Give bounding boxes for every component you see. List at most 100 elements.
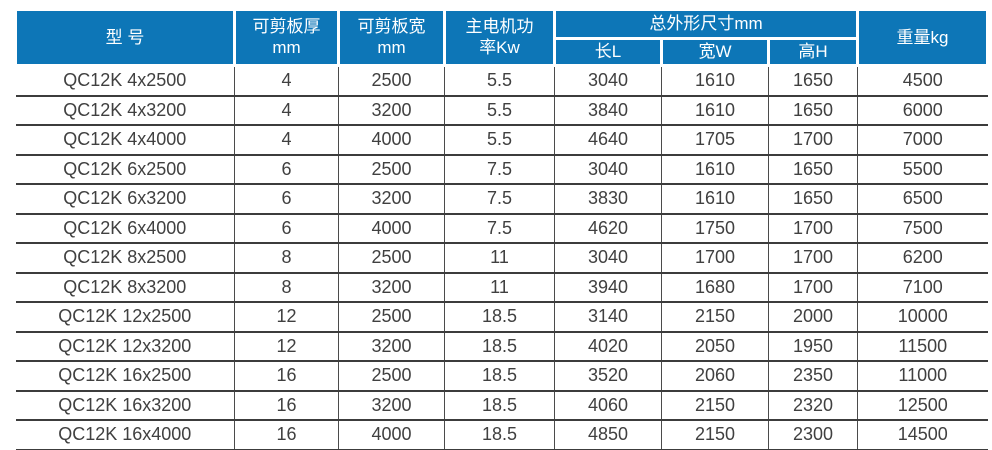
cell-dim-height: 1650 <box>767 65 858 97</box>
cell-dim-length: 3520 <box>554 361 662 392</box>
table-row: QC12K 6x2500 6 2500 7.5 3040 1610 1650 5500 <box>15 154 988 186</box>
cell-shear-width-mm: 4000 <box>338 420 445 450</box>
cell-weight-kg: 5500 <box>857 154 988 186</box>
cell-weight-kg: 6200 <box>857 243 988 274</box>
cell-motor-power-kw: 18.5 <box>444 361 555 392</box>
header-overall-dimensions: 总外形尺寸mm <box>552 8 860 40</box>
cell-dim-height: 1650 <box>767 154 858 186</box>
cell-dim-length: 3040 <box>554 243 662 274</box>
cell-dim-width: 2060 <box>661 361 769 392</box>
cell-motor-power-kw: 5.5 <box>444 65 555 97</box>
cell-weight-kg: 7000 <box>857 125 988 156</box>
cell-dim-width: 1750 <box>661 213 769 245</box>
table-row: QC12K 12x3200 12 3200 18.5 4020 2050 1950 11500 <box>15 331 988 363</box>
cell-shear-width-mm: 2500 <box>338 361 445 392</box>
table-row: QC12K 4x2500 4 2500 5.5 3040 1610 1650 4500 <box>15 65 988 97</box>
header-model-label: 型 号 <box>105 27 145 47</box>
cell-motor-power-kw: 18.5 <box>444 331 555 363</box>
cell-model: QC12K 8x2500 <box>15 243 235 274</box>
cell-model: QC12K 16x3200 <box>15 390 235 422</box>
cell-dim-length: 4620 <box>554 213 662 245</box>
cell-model: QC12K 12x2500 <box>15 302 235 333</box>
cell-shear-width-mm: 4000 <box>338 213 445 245</box>
cell-dim-width: 1610 <box>661 95 769 127</box>
cell-shear-thickness-mm: 8 <box>234 272 339 304</box>
spec-table-body: QC12K 4x2500 4 2500 5.5 3040 1610 1650 4500 QC12… <box>15 65 988 450</box>
cell-motor-power-kw: 7.5 <box>444 213 555 245</box>
spec-table: 型 号 可剪板厚 mm 可剪板宽 mm 主电机功 率Kw 总外形尺寸mm <box>14 7 990 450</box>
header-dim-length: 长L <box>553 36 663 68</box>
cell-shear-width-mm: 3200 <box>338 95 445 127</box>
table-row: QC12K 6x4000 6 4000 7.5 4620 1750 1700 7500 <box>15 213 988 245</box>
cell-dim-length: 4060 <box>554 390 662 422</box>
cell-dim-height: 2350 <box>767 361 858 392</box>
cell-dim-width: 1610 <box>661 154 769 186</box>
cell-shear-width-mm: 3200 <box>338 272 445 304</box>
cell-motor-power-kw: 11 <box>444 272 555 304</box>
cell-model: QC12K 16x2500 <box>15 361 235 392</box>
cell-dim-width: 2150 <box>661 420 769 450</box>
cell-dim-height: 2320 <box>767 390 858 422</box>
cell-shear-width-mm: 2500 <box>338 243 445 274</box>
cell-shear-thickness-mm: 6 <box>234 154 339 186</box>
cell-shear-thickness-mm: 12 <box>234 302 339 333</box>
cell-dim-length: 3830 <box>554 184 662 215</box>
cell-shear-thickness-mm: 4 <box>234 65 339 97</box>
table-row: QC12K 16x3200 16 3200 18.5 4060 2150 2320 12500 <box>15 390 988 422</box>
cell-dim-height: 1700 <box>767 125 858 156</box>
cell-motor-power-kw: 18.5 <box>444 390 555 422</box>
cell-motor-power-kw: 7.5 <box>444 184 555 215</box>
cell-dim-length: 3040 <box>554 65 662 97</box>
cell-motor-power-kw: 7.5 <box>444 154 555 186</box>
cell-weight-kg: 6000 <box>857 95 988 127</box>
cell-dim-length: 3840 <box>554 95 662 127</box>
table-row: QC12K 4x4000 4 4000 5.5 4640 1705 1700 7000 <box>15 125 988 156</box>
header-motor-power: 主电机功 率Kw <box>443 7 556 68</box>
cell-model: QC12K 6x4000 <box>15 213 235 245</box>
cell-weight-kg: 10000 <box>857 302 988 333</box>
cell-motor-power-kw: 18.5 <box>444 420 555 450</box>
cell-model: QC12K 12x3200 <box>15 331 235 363</box>
cell-shear-thickness-mm: 8 <box>234 243 339 274</box>
cell-dim-length: 4640 <box>554 125 662 156</box>
cell-motor-power-kw: 18.5 <box>444 302 555 333</box>
cell-dim-width: 2150 <box>661 390 769 422</box>
cell-dim-height: 1650 <box>767 184 858 215</box>
cell-model: QC12K 8x3200 <box>15 272 235 304</box>
cell-shear-thickness-mm: 6 <box>234 184 339 215</box>
cell-dim-length: 3940 <box>554 272 662 304</box>
cell-motor-power-kw: 5.5 <box>444 95 555 127</box>
header-model: 型 号 <box>14 7 236 68</box>
cell-dim-width: 1610 <box>661 65 769 97</box>
cell-weight-kg: 7500 <box>857 213 988 245</box>
cell-model: QC12K 4x3200 <box>15 95 235 127</box>
header-dim-height: 高H <box>766 36 860 68</box>
cell-shear-thickness-mm: 16 <box>234 420 339 450</box>
cell-shear-thickness-mm: 4 <box>234 95 339 127</box>
cell-weight-kg: 6500 <box>857 184 988 215</box>
cell-dim-length: 4850 <box>554 420 662 450</box>
cell-weight-kg: 12500 <box>857 390 988 422</box>
header-weight: 重量kg <box>856 7 990 68</box>
table-row: QC12K 8x2500 8 2500 11 3040 1700 1700 6200 <box>15 243 988 274</box>
cell-shear-width-mm: 2500 <box>338 65 445 97</box>
cell-dim-height: 2300 <box>767 420 858 450</box>
table-row: QC12K 6x3200 6 3200 7.5 3830 1610 1650 6500 <box>15 184 988 215</box>
cell-shear-thickness-mm: 16 <box>234 390 339 422</box>
cell-shear-width-mm: 4000 <box>338 125 445 156</box>
table-row: QC12K 12x2500 12 2500 18.5 3140 2150 2000 10000 <box>15 302 988 333</box>
cell-shear-thickness-mm: 4 <box>234 125 339 156</box>
cell-shear-thickness-mm: 16 <box>234 361 339 392</box>
cell-motor-power-kw: 5.5 <box>444 125 555 156</box>
cell-weight-kg: 7100 <box>857 272 988 304</box>
cell-shear-width-mm: 3200 <box>338 184 445 215</box>
cell-dim-height: 1700 <box>767 243 858 274</box>
cell-dim-height: 1700 <box>767 272 858 304</box>
cell-dim-height: 1650 <box>767 95 858 127</box>
cell-dim-length: 4020 <box>554 331 662 363</box>
cell-shear-width-mm: 2500 <box>338 154 445 186</box>
cell-weight-kg: 11000 <box>857 361 988 392</box>
table-row: QC12K 16x4000 16 4000 18.5 4850 2150 2300 14500 <box>15 420 988 450</box>
cell-dim-width: 1700 <box>661 243 769 274</box>
